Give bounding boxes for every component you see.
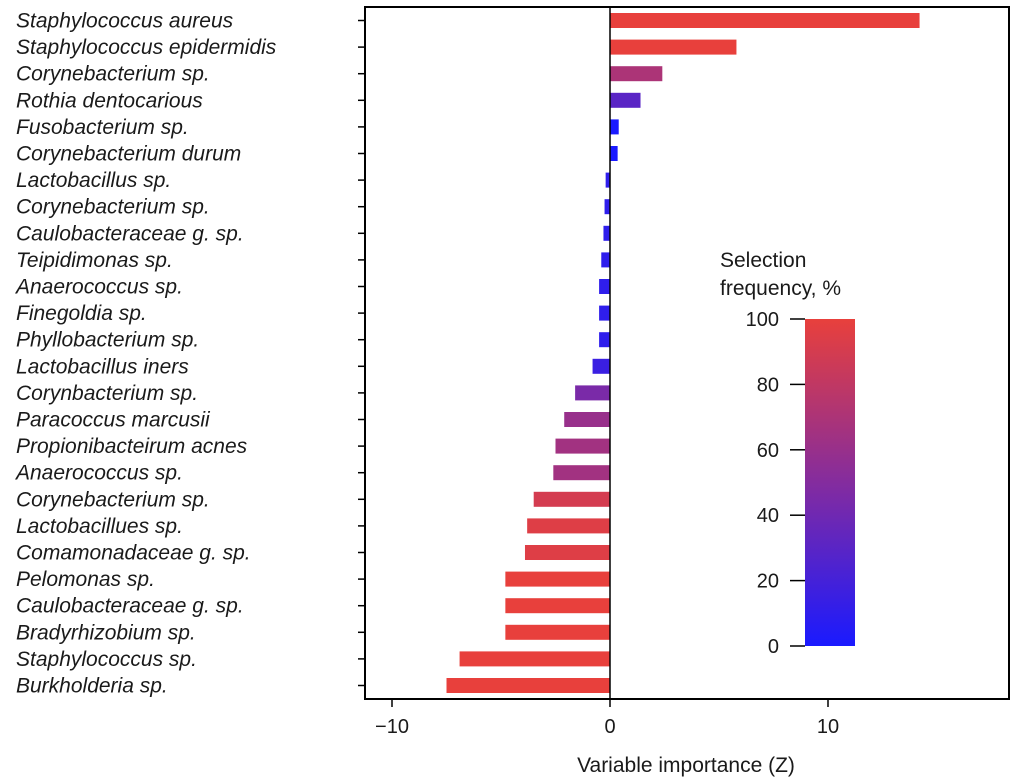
colorbar-tick-label: 0	[768, 636, 779, 658]
x-axis-title: Variable importance (Z)	[577, 754, 795, 777]
bar	[604, 199, 610, 215]
bar	[553, 465, 610, 481]
bar	[575, 385, 610, 401]
category-label: Corynebacterium sp.	[16, 488, 210, 511]
colorbar-gradient	[805, 319, 855, 646]
category-label: Caulobacteraceae g. sp.	[16, 222, 244, 245]
bar	[505, 598, 610, 614]
colorbar-tick-label: 80	[757, 374, 779, 396]
category-label: Propionibacteirum acnes	[16, 435, 248, 458]
category-label: Rothia dentocarious	[16, 89, 203, 112]
category-label: Corynebacterium sp.	[16, 63, 210, 86]
bar	[555, 438, 610, 454]
plot-frame	[364, 6, 1010, 700]
category-label: Burkholderia sp.	[16, 675, 168, 698]
bar	[610, 119, 619, 135]
category-label: Phyllobacterium sp.	[16, 329, 199, 352]
bar	[505, 571, 610, 587]
category-label: Anaerococcus sp.	[14, 276, 183, 299]
bar	[524, 545, 610, 560]
bar	[605, 172, 610, 188]
bar	[610, 92, 641, 108]
category-label: Staphylococcus epidermidis	[16, 36, 277, 59]
colorbar-tick-label: 20	[757, 571, 779, 593]
x-ticks-group: −10 0 10	[375, 699, 839, 738]
category-label: Corynebacterium durum	[16, 143, 241, 166]
category-label: Paracoccus marcusii	[16, 409, 211, 432]
category-label: Staphylococcus sp.	[16, 648, 197, 671]
x-tick-label: 0	[604, 716, 615, 738]
category-label: Staphylococcus aureus	[16, 10, 234, 33]
category-labels-group: Staphylococcus aureus Staphylococcus epid…	[14, 10, 277, 698]
category-label: Pelomonas sp.	[16, 568, 155, 591]
bar	[599, 332, 610, 348]
colorbar-title-line: Selection	[720, 249, 806, 272]
category-label: Teipidimonas sp.	[16, 249, 173, 272]
category-label: Finegoldia sp.	[16, 302, 147, 325]
bar	[446, 678, 610, 693]
colorbar-tick-label: 60	[757, 440, 779, 462]
bar	[505, 624, 610, 640]
bar	[599, 279, 610, 294]
colorbar-tick-label: 40	[757, 505, 779, 527]
category-label: Bradyrhizobium sp.	[16, 621, 196, 644]
category-label: Corynbacterium sp.	[16, 382, 198, 405]
category-label: Lactobacillues sp.	[16, 515, 183, 538]
category-label: Corynebacterium sp.	[16, 196, 210, 219]
y-ticks-group	[358, 19, 365, 687]
category-label: Comamonadaceae g. sp.	[16, 542, 251, 565]
bar	[603, 225, 610, 241]
bar	[610, 39, 737, 55]
bar	[592, 358, 610, 374]
bars-group	[446, 13, 920, 693]
colorbar-legend: Selection frequency, % 100 80 60 40 20 0	[720, 249, 855, 658]
bar	[533, 491, 610, 507]
category-label: Fusobacterium sp.	[16, 116, 189, 139]
category-label: Anaerococcus sp.	[14, 462, 183, 485]
x-tick-label: 10	[817, 716, 839, 738]
bar	[564, 412, 610, 427]
colorbar-title-line: frequency, %	[720, 277, 841, 300]
bar	[610, 66, 663, 82]
bar	[610, 146, 618, 161]
bar	[601, 252, 610, 268]
category-label: Lactobacillus iners	[16, 355, 189, 378]
category-label: Lactobacillus sp.	[16, 169, 171, 192]
category-label: Caulobacteraceae g. sp.	[16, 595, 244, 618]
x-tick-label: −10	[375, 716, 409, 738]
bar	[599, 305, 610, 321]
colorbar-tick-label: 100	[746, 309, 779, 331]
bar	[610, 13, 920, 28]
bar	[527, 518, 610, 534]
bar	[459, 651, 610, 667]
